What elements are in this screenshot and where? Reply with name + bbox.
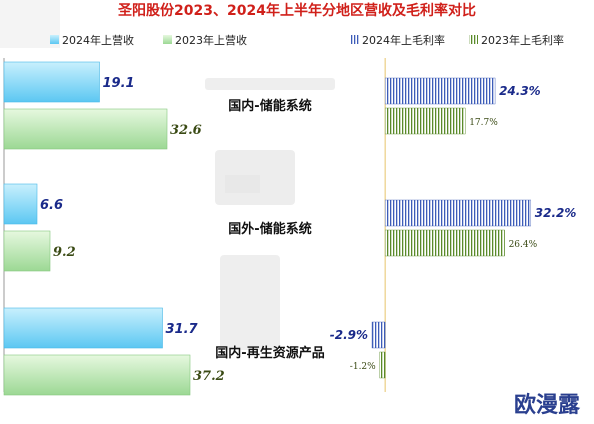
revenue-data-label: 37.2	[193, 369, 225, 384]
legend-label-rev2023: 2023年上营收	[175, 33, 247, 47]
category-label: 国外-储能系统	[228, 221, 311, 237]
revenue-data-label: 31.7	[166, 322, 199, 337]
revenue-bar-2023	[3, 108, 168, 150]
margin-data-label: -2.9%	[330, 328, 368, 342]
category-label: 国内-再生资源产品	[215, 345, 324, 361]
revenue-data-label: 19.1	[103, 76, 135, 91]
legend-swatch-mar2024	[350, 35, 359, 44]
margin-bar-2023	[379, 351, 386, 379]
revenue-bar-2024	[3, 183, 38, 225]
margin-data-label: 26.4%	[509, 240, 538, 250]
margin-data-label: 24.3%	[499, 84, 541, 98]
margin-data-label: 17.7%	[469, 118, 498, 128]
margin-data-label: -1.2%	[350, 362, 376, 372]
legend-swatch-mar2023	[469, 35, 478, 44]
chart-title: 圣阳股份2023、2024年上半年分地区营收及毛利率对比	[117, 2, 476, 19]
revenue-bar-2023	[3, 354, 191, 396]
category-label: 国内-储能系统	[228, 98, 311, 114]
legend: 2024年上营收 2023年上营收 2024年上毛利率 2023年上毛利率	[50, 33, 564, 47]
legend-label-mar2023: 2023年上毛利率	[481, 33, 564, 47]
background-watermark	[0, 0, 335, 350]
legend-swatch-rev2024	[50, 35, 59, 44]
revenue-bar-2024	[3, 61, 100, 103]
margin-bar-2023	[384, 107, 466, 135]
margin-data-label: 32.2%	[535, 206, 577, 220]
margin-bar-2024	[371, 321, 386, 349]
margin-bar-2023	[384, 229, 505, 257]
revenue-bar-2024	[3, 307, 163, 349]
legend-label-rev2024: 2024年上营收	[62, 33, 134, 47]
bars-group	[3, 61, 532, 396]
watermark-logo: 欧漫露	[514, 392, 581, 418]
revenue-bar-2023	[3, 230, 51, 272]
legend-label-mar2024: 2024年上毛利率	[362, 33, 445, 47]
margin-bar-2024	[384, 77, 496, 105]
margin-bar-2024	[384, 199, 532, 227]
revenue-data-label: 6.6	[40, 198, 63, 213]
labels-group: 国内-储能系统 19.1 32.6 24.3% 17.7% 国外-储能系统 6.6 9.2 32…	[40, 76, 576, 384]
revenue-data-label: 32.6	[170, 123, 202, 138]
legend-swatch-rev2023	[163, 35, 172, 44]
revenue-data-label: 9.2	[53, 245, 76, 260]
